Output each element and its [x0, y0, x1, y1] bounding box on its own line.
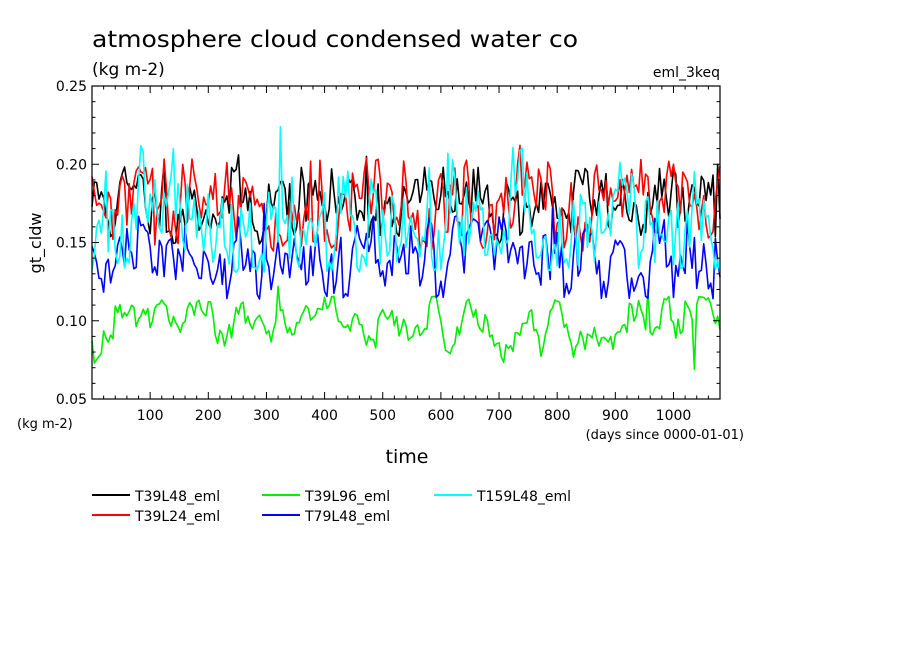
legend-label: T39L96_eml [304, 489, 390, 505]
x-tick-label: 400 [311, 408, 338, 424]
y-axis-label: gt_cldw [26, 213, 46, 274]
x-tick-label: 800 [544, 408, 571, 424]
series-layer [91, 125, 721, 371]
chart-units: (kg m-2) [92, 60, 165, 80]
y-tick-label: 0.15 [56, 236, 87, 252]
x-tick-label: 500 [369, 408, 396, 424]
series-line-T79L48_eml [91, 202, 721, 300]
y-axis-units: (kg m-2) [17, 417, 73, 432]
series-line-T39L24_eml [91, 144, 721, 252]
experiment-label: eml_3keq [653, 65, 720, 81]
tick-layer: 100 200 300 400 500 600 700 800 900 1000 0.05 0.10 0… [56, 79, 720, 424]
series-line-T39L96_eml [91, 285, 721, 371]
x-tick-label: 300 [253, 408, 280, 424]
legend: T39L48_eml T39L24_eml T39L96_eml T79L48_eml… [92, 489, 571, 525]
x-axis-units: (days since 0000-01-01) [586, 428, 744, 443]
chart-title: atmosphere cloud condensed water co [92, 27, 578, 53]
x-tick-label: 900 [602, 408, 629, 424]
y-tick-label: 0.20 [56, 157, 87, 173]
x-tick-label: 100 [137, 408, 164, 424]
y-tick-label: 0.05 [56, 392, 87, 408]
x-tick-label: 1000 [656, 408, 692, 424]
x-tick-label: 700 [486, 408, 513, 424]
legend-label: T159L48_eml [476, 489, 571, 505]
x-axis-label: time [386, 446, 429, 468]
y-tick-label: 0.10 [56, 314, 87, 330]
series-line-T159L48_eml [91, 125, 721, 273]
y-tick-label: 0.25 [56, 79, 87, 95]
x-tick-label: 200 [195, 408, 222, 424]
legend-label: T39L24_eml [134, 509, 220, 525]
x-tick-label: 600 [428, 408, 455, 424]
legend-label: T79L48_eml [304, 509, 390, 525]
legend-label: T39L48_eml [134, 489, 220, 505]
